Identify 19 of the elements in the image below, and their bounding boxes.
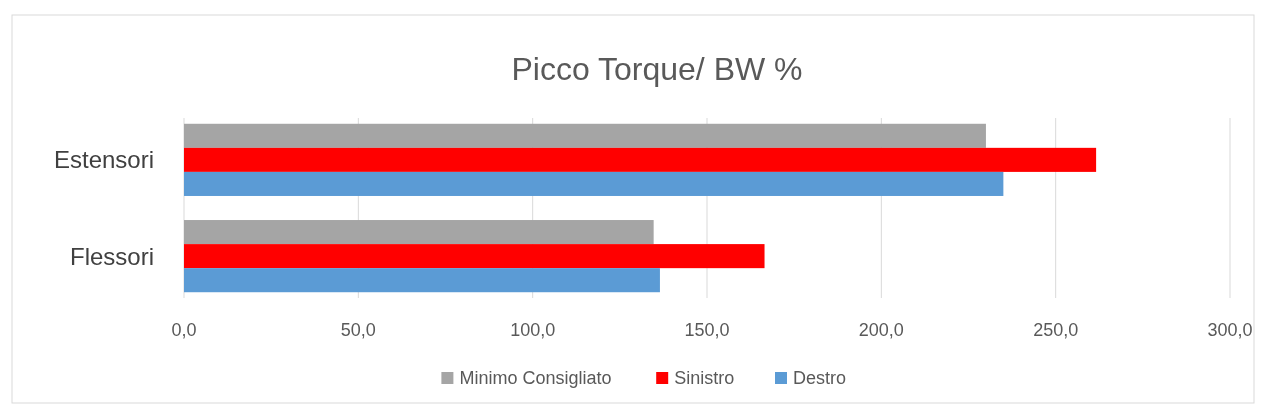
bar [184,147,1097,172]
legend-label: Minimo Consigliato [459,368,612,388]
x-tick-label: 50,0 [340,320,376,340]
bar [184,244,765,269]
y-tick-label: Flessori [69,242,154,270]
x-tick-label: 300,0 [1207,320,1253,340]
x-tick-label: 250,0 [1033,320,1079,340]
bar [184,268,660,293]
bar [184,220,654,245]
x-tick-label: 150,0 [684,320,730,340]
bar [184,171,1004,196]
x-tick-label: 100,0 [510,320,556,340]
x-tick-label: 0,0 [171,320,197,340]
legend-label: Sinistro [674,368,735,388]
x-tick-label: 200,0 [858,320,904,340]
chart-title: Picco Torque/ BW % [511,51,803,87]
legend-label: Destro [793,368,847,388]
bar [184,123,986,148]
y-tick-label: Estensori [53,146,154,174]
